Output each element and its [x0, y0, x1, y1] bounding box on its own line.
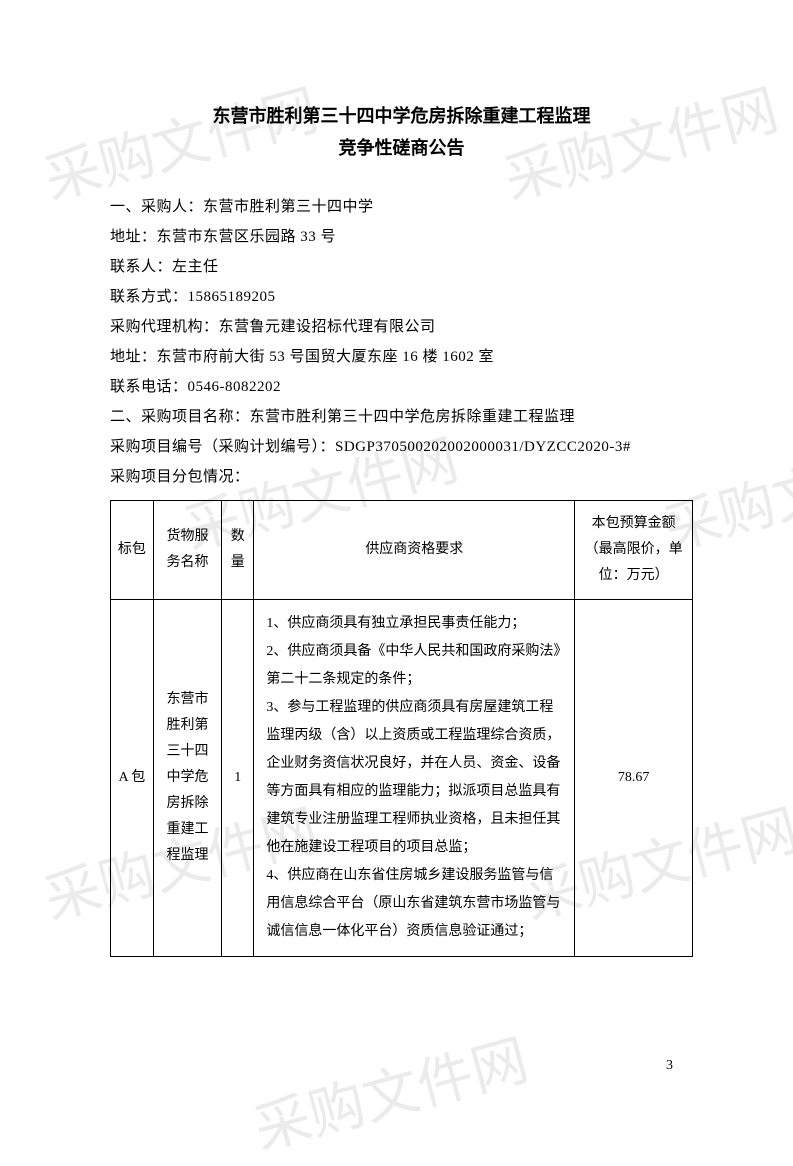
header-quantity: 数量	[222, 501, 254, 600]
table-header-row: 标包 货物服务名称 数量 供应商资格要求 本包预算金额（最高限价，单位：万元）	[111, 501, 693, 600]
agency-address-info: 地址：东营市府前大街 53 号国贸大厦东座 16 楼 1602 室	[110, 342, 693, 372]
page-number: 3	[666, 1058, 673, 1074]
agency-info: 采购代理机构：东营鲁元建设招标代理有限公司	[110, 312, 693, 342]
phone-info: 联系方式：15865189205	[110, 282, 693, 312]
header-package: 标包	[111, 501, 154, 600]
title-line-1: 东营市胜利第三十四中学危房拆除重建工程监理	[110, 100, 693, 132]
document-title: 东营市胜利第三十四中学危房拆除重建工程监理 竞争性磋商公告	[110, 100, 693, 164]
header-budget: 本包预算金额（最高限价，单位：万元）	[575, 501, 693, 600]
cell-name: 东营市胜利第三十四中学危房拆除重建工程监理	[153, 600, 221, 957]
table-row: A 包 东营市胜利第三十四中学危房拆除重建工程监理 1 1、供应商须具有独立承担…	[111, 600, 693, 957]
buyer-info: 一、采购人：东营市胜利第三十四中学	[110, 192, 693, 222]
document-content: 东营市胜利第三十四中学危房拆除重建工程监理 竞争性磋商公告 一、采购人：东营市胜…	[0, 0, 793, 997]
watermark: 采购文件网	[244, 1015, 535, 1166]
header-name: 货物服务名称	[153, 501, 221, 600]
cell-requirements: 1、供应商须具有独立承担民事责任能力；2、供应商须具备《中华人民共和国政府采购法…	[254, 600, 575, 957]
cell-quantity: 1	[222, 600, 254, 957]
address-info: 地址：东营市东营区乐园路 33 号	[110, 222, 693, 252]
cell-package: A 包	[111, 600, 154, 957]
project-no-info: 采购项目编号（采购计划编号）：SDGP370500202002000031/DY…	[110, 432, 693, 462]
agency-phone-info: 联系电话：0546-8082202	[110, 372, 693, 402]
project-name-info: 二、采购项目名称：东营市胜利第三十四中学危房拆除重建工程监理	[110, 402, 693, 432]
package-table: 标包 货物服务名称 数量 供应商资格要求 本包预算金额（最高限价，单位：万元） …	[110, 500, 693, 957]
subpackage-label: 采购项目分包情况：	[110, 462, 693, 492]
header-requirements: 供应商资格要求	[254, 501, 575, 600]
title-line-2: 竞争性磋商公告	[110, 132, 693, 164]
contact-info: 联系人：左主任	[110, 252, 693, 282]
cell-budget: 78.67	[575, 600, 693, 957]
